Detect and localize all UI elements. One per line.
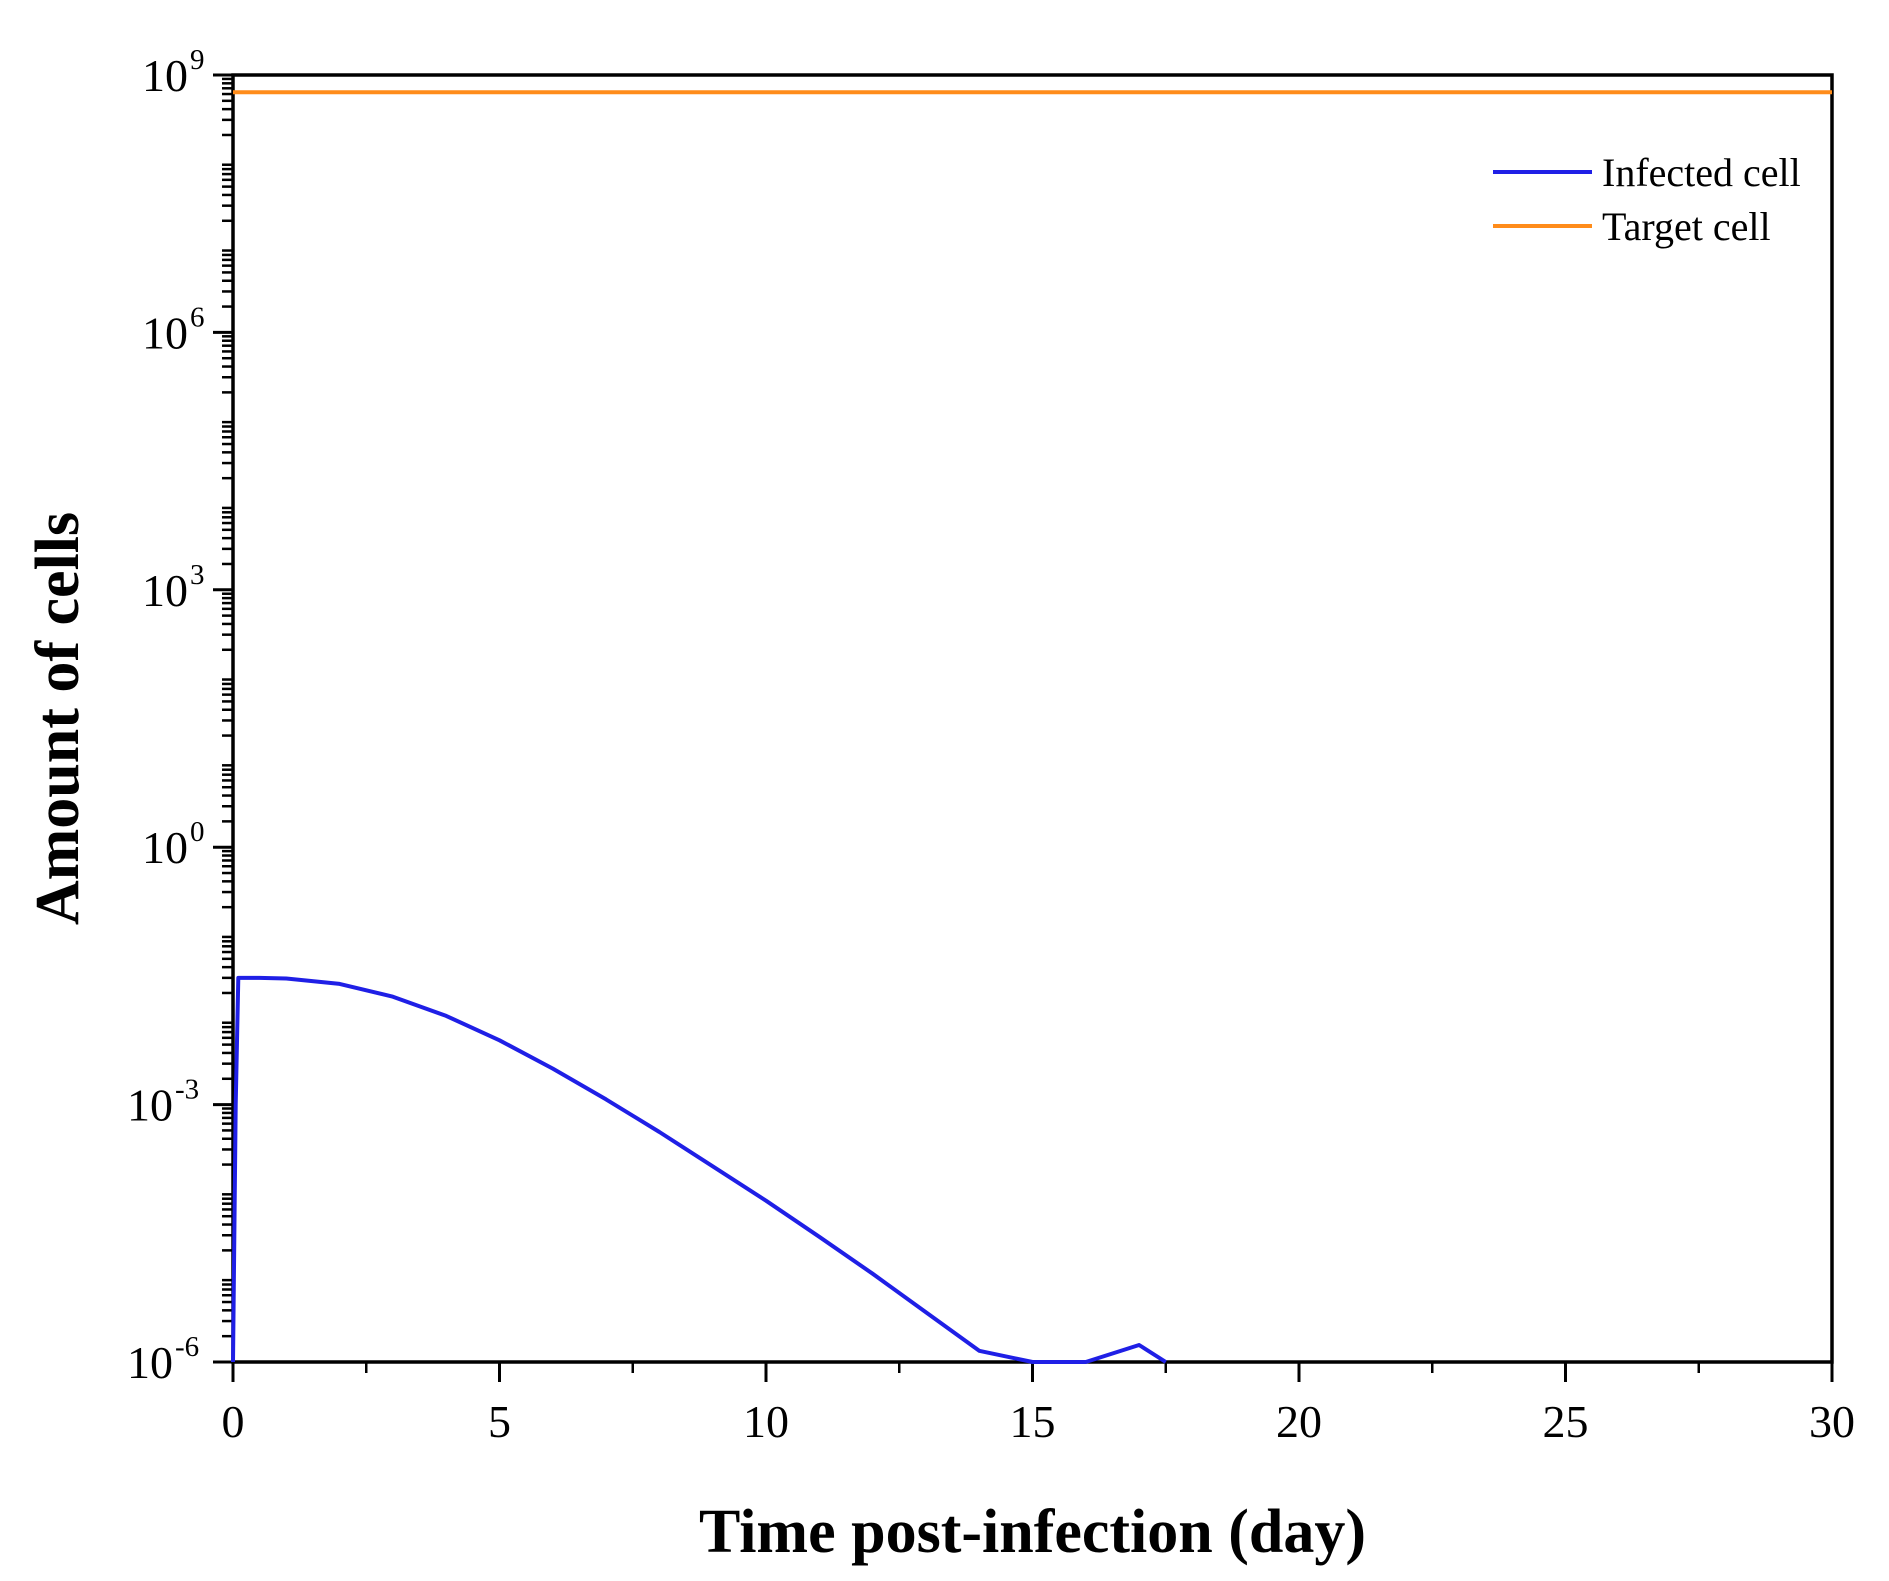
y-tick-base: 10 xyxy=(142,822,188,873)
y-tick-exponent: -3 xyxy=(175,1074,199,1106)
y-axis-title: Amount of cells xyxy=(24,512,92,925)
y-tick-label: 10 0 xyxy=(142,816,205,873)
y-tick-exponent: -6 xyxy=(175,1331,199,1363)
x-tick-label: 5 xyxy=(488,1396,511,1447)
x-tick-label: 15 xyxy=(1010,1396,1056,1447)
y-tick-base: 10 xyxy=(127,1080,173,1131)
y-tick-label: 10 -6 xyxy=(127,1331,199,1388)
x-tick-label: 10 xyxy=(743,1396,789,1447)
x-tick-label: 30 xyxy=(1809,1396,1855,1447)
x-axis-title: Time post-infection (day) xyxy=(699,1498,1366,1566)
legend-item-infected-cell: Infected cell xyxy=(1493,150,1801,195)
y-tick-exponent: 9 xyxy=(190,44,205,76)
y-tick-exponent: 3 xyxy=(190,559,205,591)
x-tick-label: 25 xyxy=(1543,1396,1589,1447)
y-tick-base: 10 xyxy=(142,50,188,101)
x-axis: 0 5 10 15 20 25 30 xyxy=(222,1362,1855,1447)
legend-label: Infected cell xyxy=(1602,150,1801,195)
series-layer xyxy=(231,90,1832,1364)
y-tick-exponent: 6 xyxy=(190,301,205,333)
y-tick-label: 10 6 xyxy=(142,301,205,358)
y-tick-base: 10 xyxy=(142,307,188,358)
x-tick-label: 0 xyxy=(222,1396,245,1447)
x-tick-label: 20 xyxy=(1276,1396,1322,1447)
y-tick-label: 10 3 xyxy=(142,559,205,616)
y-tick-exponent: 0 xyxy=(190,816,205,848)
y-tick-label: 10 9 xyxy=(142,44,205,101)
plot-frame xyxy=(231,73,1834,1364)
y-tick-label: 10 -3 xyxy=(127,1074,199,1131)
series-line-infected-cell xyxy=(231,975,1167,1364)
legend-label: Target cell xyxy=(1602,204,1771,249)
legend: Infected cell Target cell xyxy=(1493,150,1801,249)
y-tick-base: 10 xyxy=(142,565,188,616)
legend-item-target-cell: Target cell xyxy=(1493,204,1771,249)
plot-area xyxy=(231,73,1834,1364)
y-tick-base: 10 xyxy=(127,1337,173,1388)
